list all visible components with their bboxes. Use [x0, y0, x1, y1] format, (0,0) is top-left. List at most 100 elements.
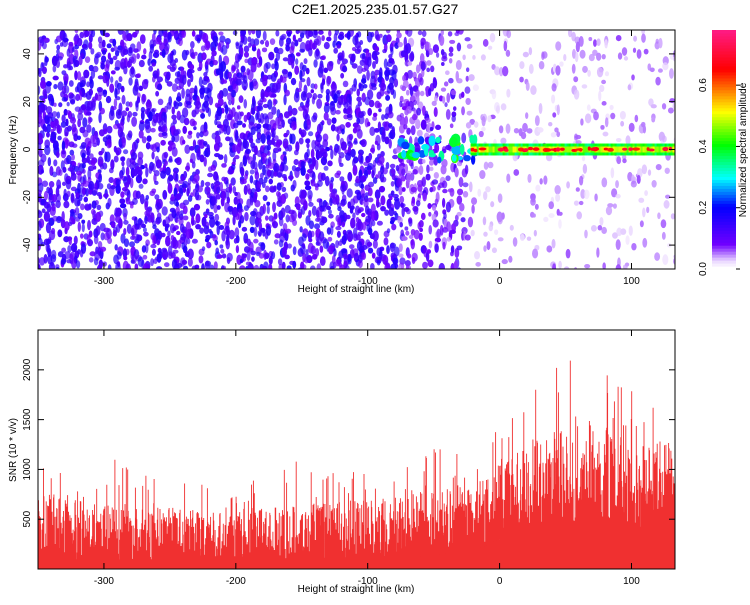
heatmap-cell	[88, 41, 93, 50]
heatmap-cell	[464, 86, 471, 94]
heatmap-cell	[465, 122, 472, 129]
heatmap-cell	[177, 38, 183, 47]
colorbar-strip	[712, 143, 736, 148]
heatmap-cell	[166, 101, 172, 110]
heatmap-cell	[413, 229, 420, 240]
heatmap-cell	[214, 134, 221, 146]
heatmap-cell	[367, 187, 373, 197]
heatmap-cell	[352, 212, 356, 220]
heatmap-cell	[467, 216, 474, 228]
colorbar-strip	[712, 194, 736, 198]
heatmap-cell	[151, 32, 156, 43]
heatmap-cell	[129, 204, 134, 209]
heatmap-cell	[231, 95, 235, 106]
heatmap-cell	[403, 124, 408, 130]
heatmap-cell	[440, 30, 445, 36]
heatmap-cell	[77, 112, 84, 121]
heatmap-cell	[306, 76, 311, 87]
heatmap-cell	[441, 197, 446, 208]
heatmap-cell	[550, 132, 557, 138]
heatmap-cell	[204, 260, 210, 269]
heatmap-cell	[357, 221, 364, 232]
heatmap-cell	[135, 190, 141, 199]
heatmap-cell	[204, 181, 211, 187]
heatmap-cell	[214, 213, 220, 222]
heatmap-cell	[444, 102, 448, 108]
heatmap-cell	[225, 186, 232, 193]
heatmap-cell	[584, 229, 588, 239]
heatmap-cell	[249, 169, 255, 175]
band-core	[488, 146, 491, 153]
heatmap-cell	[95, 94, 102, 101]
heatmap-cell	[367, 169, 372, 175]
colorbar-strip	[712, 212, 736, 216]
heatmap-cell	[594, 193, 598, 202]
heatmap-cell	[294, 65, 300, 75]
heatmap-cell	[142, 178, 148, 185]
heatmap-cell	[200, 45, 206, 52]
heatmap-cell	[130, 151, 138, 161]
heatmap-cell	[311, 205, 317, 216]
heatmap-cell	[406, 127, 411, 135]
heatmap-cell	[73, 165, 80, 172]
heatmap-cell	[305, 138, 311, 144]
heatmap-cell	[152, 258, 158, 264]
heatmap-cell	[166, 74, 171, 81]
heatmap-cell	[150, 258, 154, 267]
heatmap-cell	[421, 30, 427, 38]
heatmap-cell	[100, 246, 107, 252]
heatmap-cell	[395, 146, 402, 153]
heatmap-cell	[320, 156, 328, 166]
heatmap-cell	[89, 251, 96, 257]
band-peak	[555, 147, 561, 152]
heatmap-cell	[108, 167, 114, 174]
colorbar-strip	[712, 122, 736, 127]
heatmap-cell	[87, 238, 93, 247]
band-peak	[497, 147, 505, 152]
band-core	[490, 146, 493, 153]
heatmap-cell	[242, 123, 247, 128]
colorbar-strip	[712, 176, 736, 180]
heatmap-cell	[265, 185, 270, 193]
heatmap-cell	[506, 30, 512, 39]
heatmap-cell	[347, 253, 352, 265]
heatmap-cell	[431, 185, 436, 192]
heatmap-cell	[195, 169, 200, 175]
heatmap-cell	[634, 114, 639, 123]
heatmap-cell	[113, 98, 118, 108]
heatmap-cell	[109, 57, 114, 65]
heatmap-cell	[250, 210, 257, 217]
heatmap-cell	[456, 195, 463, 205]
heatmap-cell	[174, 58, 179, 64]
heatmap-cell	[151, 163, 156, 173]
heatmap-cell	[61, 247, 67, 253]
heatmap-cell	[46, 131, 50, 138]
heatmap-cell	[134, 263, 139, 269]
band-blob	[423, 145, 429, 157]
heatmap-cell	[171, 135, 176, 143]
heatmap-cell	[356, 96, 362, 102]
heatmap-cell	[82, 169, 86, 174]
band-core	[510, 146, 513, 153]
heatmap-cell	[287, 243, 292, 249]
heatmap-cell	[115, 207, 122, 217]
heatmap-cell	[588, 53, 595, 62]
heatmap-cell	[61, 85, 67, 95]
band-blob	[428, 149, 434, 156]
heatmap-cell	[201, 102, 206, 112]
heatmap-cell	[306, 255, 313, 264]
heatmap-cell	[672, 101, 675, 112]
heatmap-cell	[193, 203, 201, 211]
heatmap-cell	[272, 201, 276, 213]
colorbar-label: Normalized spectral amplitude	[738, 82, 749, 217]
heatmap-cell	[195, 223, 201, 230]
heatmap-cell	[427, 249, 432, 254]
heatmap-cell	[623, 56, 629, 61]
heatmap-cell	[420, 37, 426, 46]
heatmap-cell	[246, 250, 251, 261]
heatmap-cell	[655, 163, 662, 171]
heatmap-cell	[601, 79, 606, 85]
heatmap-cell	[308, 201, 314, 207]
heatmap-cell	[171, 49, 177, 56]
heatmap-cell	[420, 61, 426, 71]
